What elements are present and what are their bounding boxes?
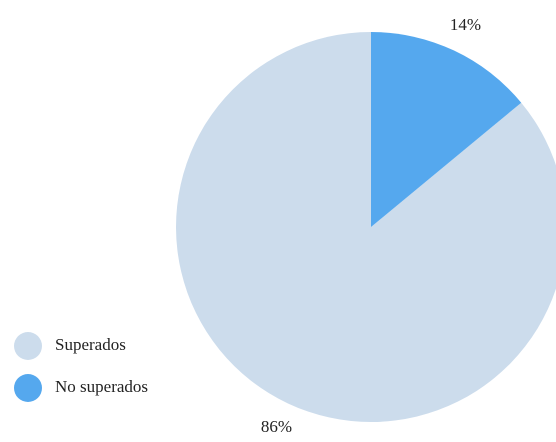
legend-swatch bbox=[14, 332, 42, 360]
legend-label: No superados bbox=[55, 377, 148, 396]
pie-slice bbox=[176, 32, 556, 422]
legend-swatch bbox=[14, 374, 42, 402]
pie bbox=[176, 32, 556, 422]
legend-label: Superados bbox=[55, 335, 126, 354]
data-label: 14% bbox=[450, 15, 481, 34]
data-labels: 86% 14% bbox=[261, 15, 481, 436]
data-label: 86% bbox=[261, 417, 292, 436]
legend: Superados No superados bbox=[14, 332, 148, 402]
pie-slice bbox=[371, 32, 522, 227]
